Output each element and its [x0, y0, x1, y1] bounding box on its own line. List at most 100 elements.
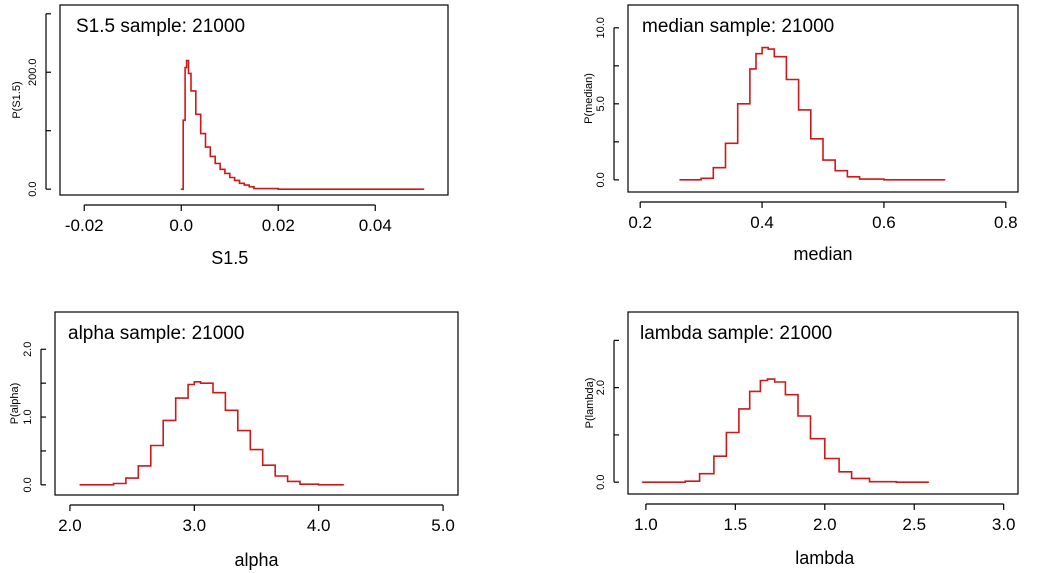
y-tick-label: 5.0	[595, 96, 607, 111]
y-tick-label: 10.0	[595, 17, 607, 38]
data-point	[204, 146, 207, 148]
x-tick-label: 3.0	[992, 515, 1016, 534]
data-point	[299, 483, 301, 485]
data-point	[895, 481, 897, 483]
data-point	[200, 133, 202, 135]
data-point	[738, 408, 740, 410]
data-point	[243, 184, 245, 186]
plot-frame	[627, 4, 1019, 193]
data-point	[326, 188, 328, 190]
data-point	[125, 477, 127, 479]
x-tick-label: 0.8	[994, 213, 1018, 232]
data-point	[185, 59, 188, 62]
x-tick-label: 3.0	[182, 516, 206, 535]
x-tick-label: 1.0	[634, 515, 658, 534]
x-tick-label: 0.6	[872, 213, 896, 232]
density-curve	[79, 381, 344, 486]
data-point	[238, 182, 241, 184]
data-point	[913, 179, 916, 181]
y-tick-label: 0.0	[595, 475, 607, 490]
data-point	[713, 455, 715, 457]
data-point	[797, 415, 799, 417]
data-point	[767, 48, 769, 50]
x-tick-label: 5.0	[431, 516, 455, 535]
x-tick-label: -0.02	[65, 216, 104, 235]
data-point	[175, 397, 177, 399]
density-curve	[181, 59, 424, 190]
y-tick-label: 1.0	[22, 409, 34, 424]
x-tick-label: 1.5	[724, 515, 748, 534]
x-tick-label: 4.0	[307, 516, 331, 535]
density-curve	[679, 46, 945, 181]
data-point	[229, 176, 231, 179]
x-axis-label: lambda	[795, 548, 855, 568]
data-point	[249, 448, 251, 451]
data-point	[824, 457, 826, 460]
data-point	[209, 155, 211, 158]
x-axis-label: alpha	[234, 550, 279, 570]
x-tick-label: 2.0	[58, 516, 82, 535]
data-point	[193, 381, 195, 383]
data-point	[219, 168, 221, 170]
data-point	[834, 170, 836, 172]
data-point	[927, 481, 930, 483]
data-point	[112, 482, 115, 485]
x-tick-label: 0.02	[262, 216, 295, 235]
x-tick-label: 0.2	[628, 213, 652, 232]
data-point	[883, 179, 885, 181]
data-point	[214, 162, 216, 165]
data-point	[755, 53, 757, 55]
data-point	[224, 172, 226, 174]
y-tick-label: 0.0	[595, 172, 607, 187]
data-point	[318, 484, 320, 486]
data-point	[858, 178, 861, 180]
data-point	[150, 444, 152, 447]
data-point	[761, 46, 763, 49]
data-point	[749, 68, 751, 70]
data-point	[784, 394, 787, 396]
y-axis-label: P(median)	[583, 73, 595, 124]
y-tick-label: 0.0	[22, 477, 34, 492]
y-axis-label: P(S1.5)	[11, 81, 23, 118]
data-point	[766, 378, 769, 380]
data-point	[374, 188, 376, 190]
x-tick-label: 0.4	[750, 213, 774, 232]
plot-frame	[59, 4, 449, 196]
data-point	[137, 465, 139, 467]
chart-panel-3: 1.0 1.5 2.0 2.5 3.00.02.0P(lambda)lambdalamb…	[584, 311, 1019, 568]
data-point	[180, 188, 182, 190]
data-point	[423, 188, 425, 190]
plot-frame	[627, 311, 1019, 495]
data-point	[342, 484, 345, 486]
density-curve	[642, 378, 929, 483]
data-point	[79, 484, 81, 486]
data-point	[846, 176, 848, 178]
data-point	[749, 390, 751, 393]
data-point	[162, 419, 164, 422]
chart-title: alpha sample: 21000	[68, 323, 244, 344]
data-point	[822, 159, 824, 161]
data-point	[187, 72, 190, 74]
chart-title: S1.5 sample: 21000	[76, 16, 245, 37]
data-point	[224, 409, 227, 411]
y-tick-label: 0.0	[27, 182, 39, 197]
data-point	[868, 481, 871, 483]
data-point	[286, 480, 289, 483]
data-point	[725, 431, 727, 434]
x-tick-label: 0.0	[169, 216, 193, 235]
data-point	[195, 113, 197, 115]
data-point	[679, 179, 681, 181]
data-point	[641, 481, 643, 483]
y-tick-label: 200.0	[27, 58, 39, 86]
data-point	[274, 475, 276, 477]
chart-panel-1: 0.2 0.4 0.6 0.8 0.0 5.0 10.0 P(median) median med…	[583, 4, 1019, 264]
data-point	[712, 167, 714, 169]
data-point	[798, 109, 800, 111]
data-point	[773, 56, 775, 58]
y-tick-label: 2.0	[22, 342, 34, 357]
data-point	[774, 381, 776, 383]
y-axis-label: P(lambda)	[584, 378, 596, 429]
data-point	[253, 187, 255, 190]
data-point	[187, 383, 189, 386]
